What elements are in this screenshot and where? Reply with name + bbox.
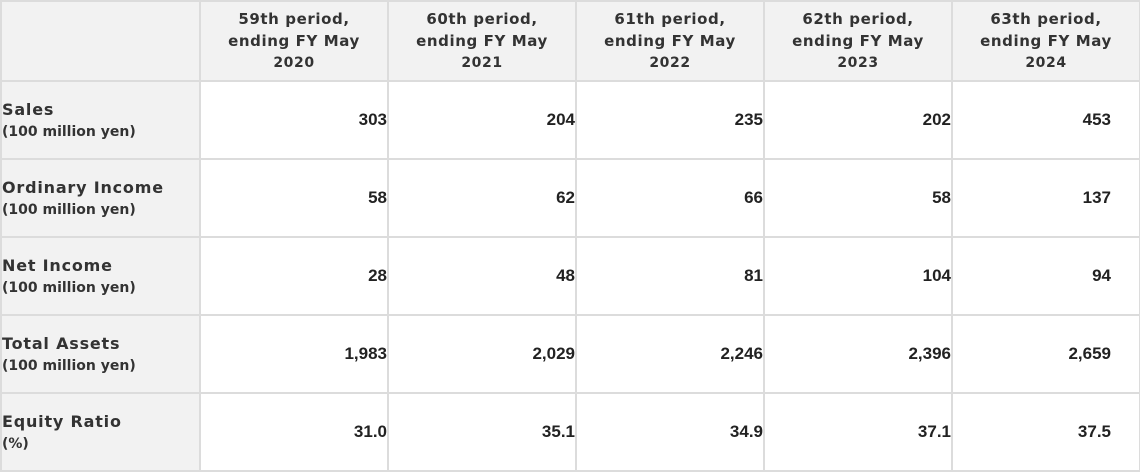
period-header-line1: 60th period,	[426, 10, 538, 28]
period-header-61: 61th period, ending FY May 2022	[575, 0, 765, 82]
period-header-line2: ending FY May	[604, 32, 736, 50]
table-cell: 66	[575, 158, 765, 238]
corner-cell	[0, 0, 201, 82]
table-cell: 94	[951, 236, 1140, 316]
metric-label: Net Income	[2, 256, 113, 275]
table-cell: 104	[763, 236, 953, 316]
period-header-year: 2020	[273, 55, 315, 71]
period-header-line2: ending FY May	[980, 32, 1112, 50]
row-net-income: Net Income (100 million yen) 28 48 81 10…	[0, 236, 1140, 316]
table-cell: 81	[575, 236, 765, 316]
table-cell: 2,029	[387, 314, 577, 394]
period-header-year: 2024	[1025, 55, 1067, 71]
period-header-line1: 59th period,	[238, 10, 350, 28]
table-cell: 235	[575, 80, 765, 160]
row-equity-ratio: Equity Ratio (%) 31.0 35.1 34.9 37.1 37.…	[0, 392, 1140, 472]
period-header-60: 60th period, ending FY May 2021	[387, 0, 577, 82]
row-ordinary-income: Ordinary Income (100 million yen) 58 62 …	[0, 158, 1140, 238]
header-row: 59th period, ending FY May 2020 60th per…	[0, 0, 1140, 82]
metric-unit: (100 million yen)	[2, 358, 136, 374]
period-header-line1: 62th period,	[802, 10, 914, 28]
row-sales: Sales (100 million yen) 303 204 235 202 …	[0, 80, 1140, 160]
table-cell: 137	[951, 158, 1140, 238]
metric-unit: (100 million yen)	[2, 202, 136, 218]
table-cell: 31.0	[199, 392, 389, 472]
metric-label: Equity Ratio	[2, 412, 122, 431]
table-cell: 34.9	[575, 392, 765, 472]
table-cell: 62	[387, 158, 577, 238]
table-cell: 58	[199, 158, 389, 238]
metric-unit: (%)	[2, 436, 29, 452]
table-cell: 2,396	[763, 314, 953, 394]
row-header-total-assets: Total Assets (100 million yen)	[0, 314, 201, 394]
metric-unit: (100 million yen)	[2, 280, 136, 296]
period-header-year: 2021	[461, 55, 503, 71]
table-cell: 37.5	[951, 392, 1140, 472]
period-header-line2: ending FY May	[792, 32, 924, 50]
period-header-year: 2023	[837, 55, 879, 71]
row-header-sales: Sales (100 million yen)	[0, 80, 201, 160]
period-header-year: 2022	[649, 55, 691, 71]
period-header-line2: ending FY May	[416, 32, 548, 50]
table-cell: 35.1	[387, 392, 577, 472]
table-cell: 303	[199, 80, 389, 160]
row-header-net-income: Net Income (100 million yen)	[0, 236, 201, 316]
period-header-63: 63th period, ending FY May 2024	[951, 0, 1140, 82]
period-header-line1: 61th period,	[614, 10, 726, 28]
table-cell: 48	[387, 236, 577, 316]
table-cell: 453	[951, 80, 1140, 160]
row-header-ordinary-income: Ordinary Income (100 million yen)	[0, 158, 201, 238]
table-cell: 2,659	[951, 314, 1140, 394]
table-cell: 204	[387, 80, 577, 160]
period-header-line2: ending FY May	[228, 32, 360, 50]
metric-label: Ordinary Income	[2, 178, 164, 197]
table-cell: 28	[199, 236, 389, 316]
period-header-59: 59th period, ending FY May 2020	[199, 0, 389, 82]
table-cell: 2,246	[575, 314, 765, 394]
period-header-62: 62th period, ending FY May 2023	[763, 0, 953, 82]
metric-label: Sales	[2, 100, 55, 119]
metric-label: Total Assets	[2, 334, 121, 353]
table-cell: 37.1	[763, 392, 953, 472]
period-header-line1: 63th period,	[990, 10, 1102, 28]
row-header-equity-ratio: Equity Ratio (%)	[0, 392, 201, 472]
row-total-assets: Total Assets (100 million yen) 1,983 2,0…	[0, 314, 1140, 394]
table-cell: 202	[763, 80, 953, 160]
metric-unit: (100 million yen)	[2, 124, 136, 140]
table-cell: 1,983	[199, 314, 389, 394]
table-cell: 58	[763, 158, 953, 238]
